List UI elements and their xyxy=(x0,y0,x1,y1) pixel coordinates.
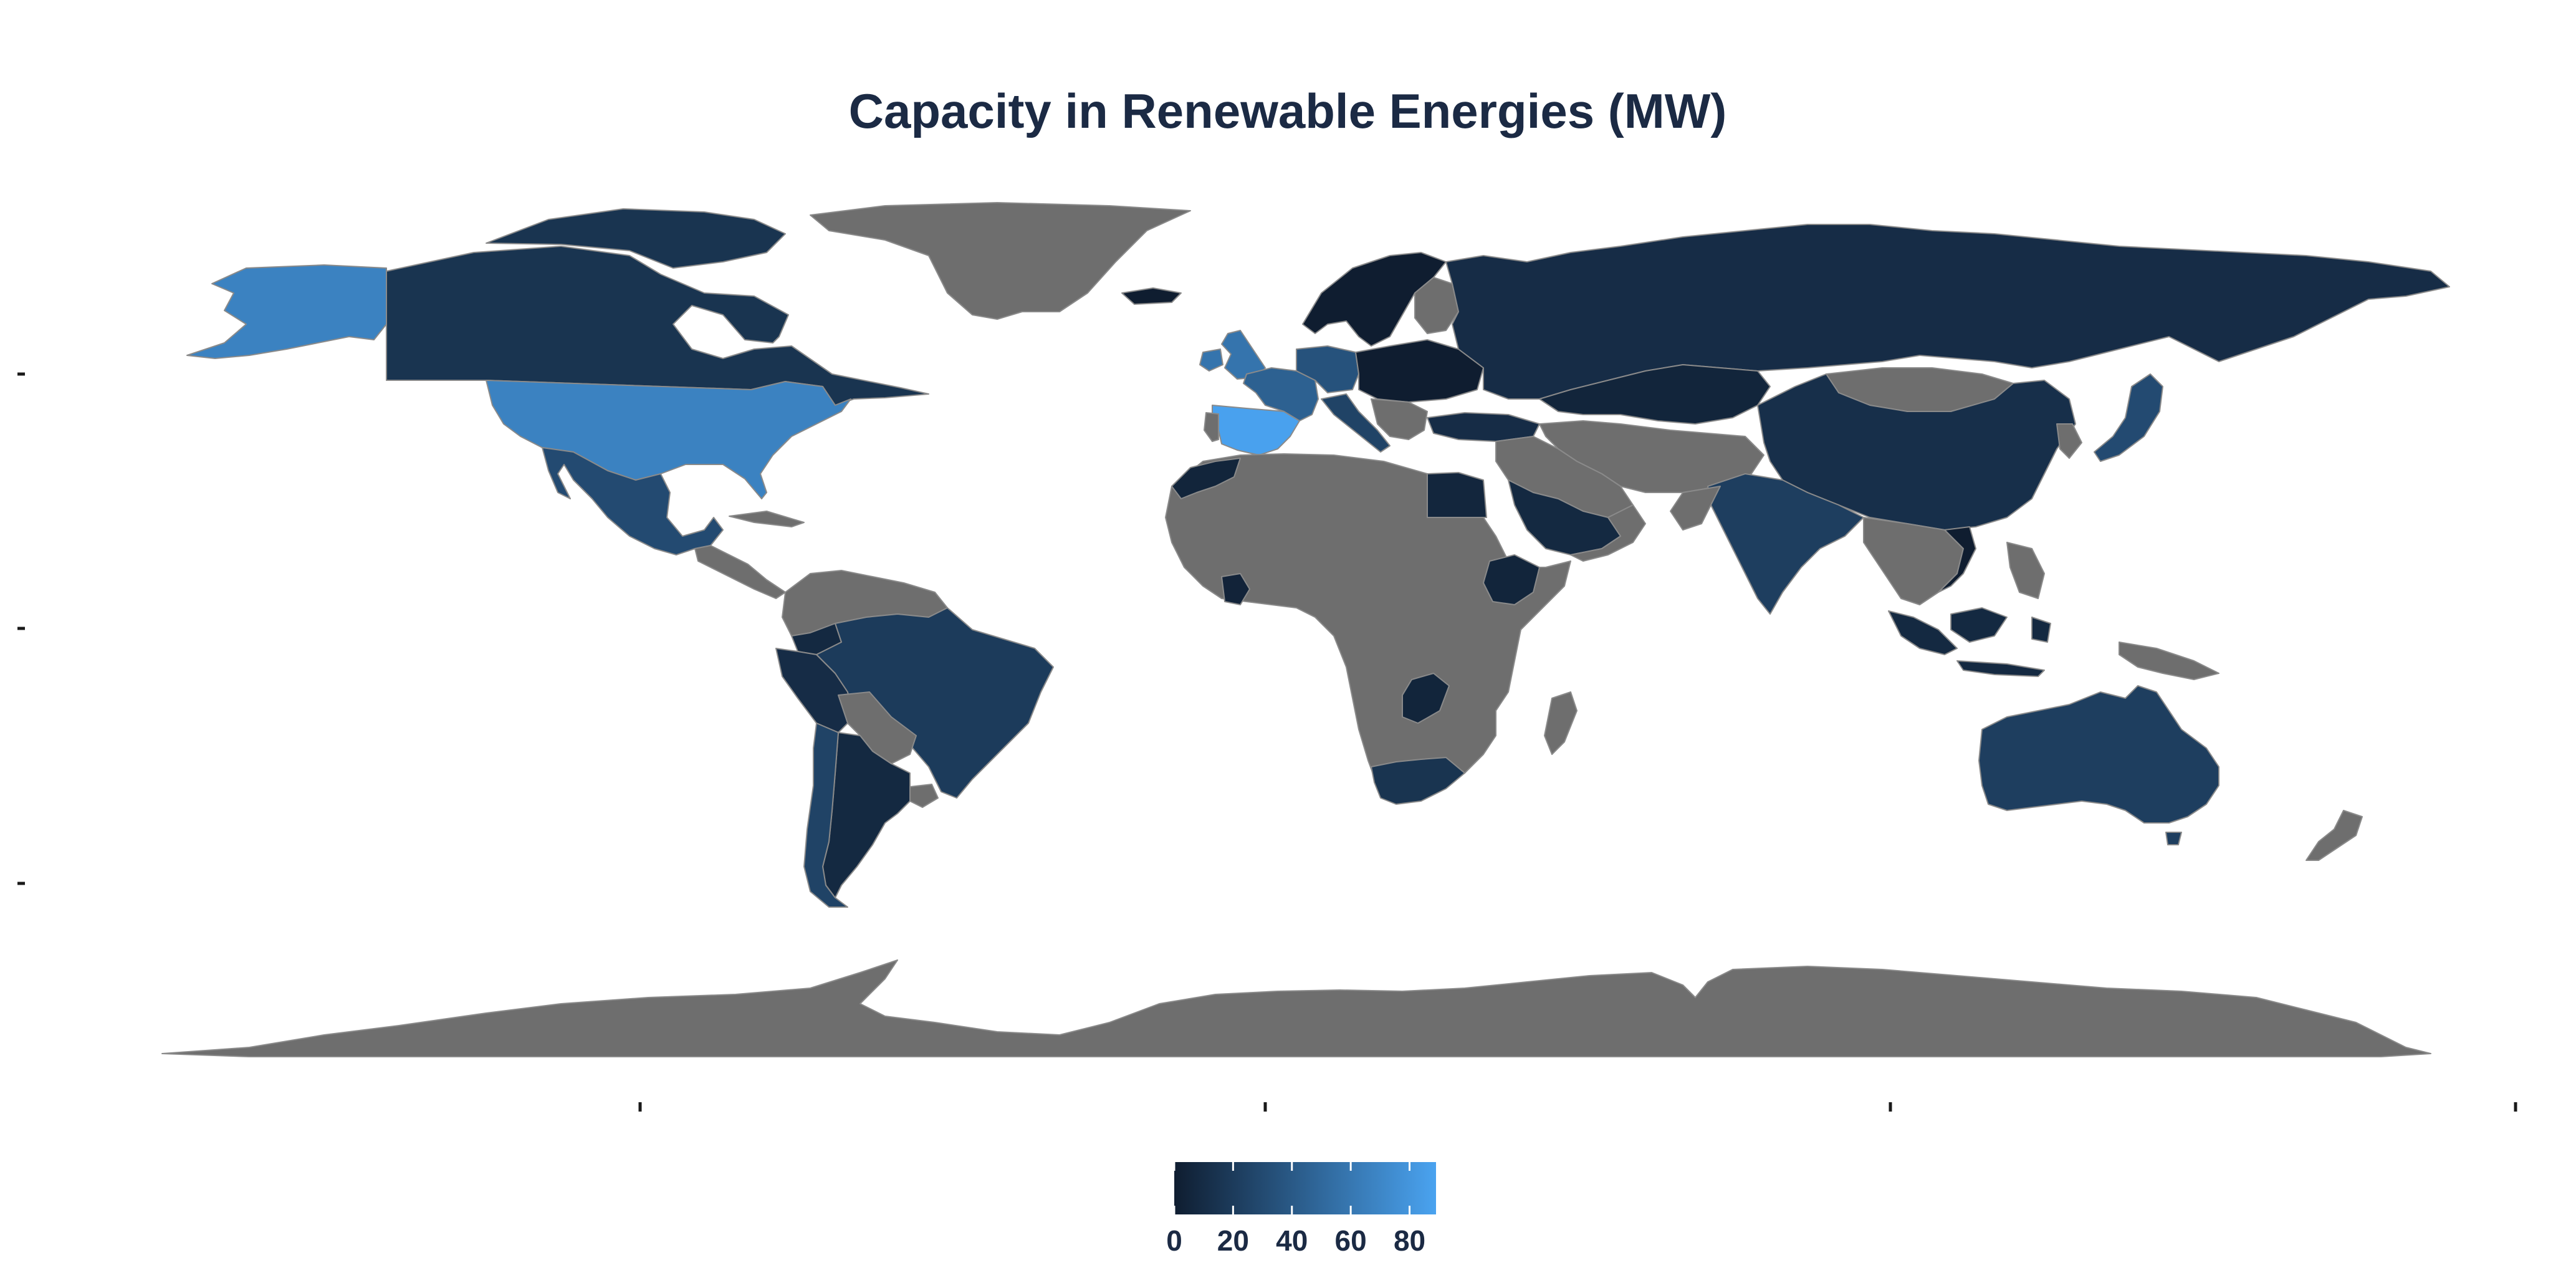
region-central-america[interactable] xyxy=(694,545,786,599)
region-alaska[interactable] xyxy=(186,264,387,359)
region-cuba[interactable] xyxy=(729,511,805,527)
region-australia[interactable] xyxy=(1978,685,2219,824)
region-kazakhstan[interactable] xyxy=(1539,364,1771,425)
region-madagascar[interactable] xyxy=(1544,691,1578,755)
region-eastern-europe[interactable] xyxy=(1355,339,1484,403)
region-bolivia-paraguay[interactable] xyxy=(838,691,917,764)
countries-layer xyxy=(161,202,2450,1057)
region-papua[interactable] xyxy=(2119,642,2219,680)
region-canada[interactable] xyxy=(386,246,929,406)
legend-label: 0 xyxy=(1166,1224,1182,1257)
region-ireland[interactable] xyxy=(1199,348,1223,372)
region-new-zealand[interactable] xyxy=(2305,810,2363,861)
region-japan[interactable] xyxy=(2094,373,2163,462)
region-finland[interactable] xyxy=(1414,277,1459,334)
legend-color-bar xyxy=(1174,1162,1436,1214)
region-chile[interactable] xyxy=(803,723,848,908)
region-pakistan[interactable] xyxy=(1670,486,1721,531)
region-iceland[interactable] xyxy=(1121,287,1182,305)
legend-label: 60 xyxy=(1335,1224,1367,1257)
region-oman-yemen[interactable] xyxy=(1570,504,1646,562)
axis-ticks xyxy=(17,372,2517,1112)
region-turkey[interactable] xyxy=(1427,412,1540,442)
region-zambia[interactable] xyxy=(1402,673,1450,724)
region-scandinavia[interactable] xyxy=(1302,252,1447,347)
region-vietnam[interactable] xyxy=(1938,526,1976,593)
region-canada-arctic[interactable] xyxy=(486,208,786,269)
legend-labels: 0 20 40 60 80 xyxy=(1166,1224,1425,1257)
legend-label: 40 xyxy=(1276,1224,1308,1257)
region-uruguay[interactable] xyxy=(909,784,939,808)
region-india[interactable] xyxy=(1707,473,1864,615)
region-morocco[interactable] xyxy=(1171,458,1241,499)
region-tasmania[interactable] xyxy=(2165,832,2182,845)
legend-ticks xyxy=(1173,1162,1411,1214)
legend-label: 20 xyxy=(1217,1224,1249,1257)
region-italy[interactable] xyxy=(1321,393,1391,453)
region-indonesia[interactable] xyxy=(1888,607,2051,677)
region-usa[interactable] xyxy=(486,380,851,499)
region-ivory-coast[interactable] xyxy=(1221,573,1250,605)
region-germany[interactable] xyxy=(1296,345,1359,393)
region-philippines[interactable] xyxy=(2006,542,2045,599)
region-africa[interactable] xyxy=(1165,453,1571,799)
region-korea[interactable] xyxy=(2056,423,2082,459)
region-ethiopia[interactable] xyxy=(1483,554,1540,605)
color-legend: 0 20 40 60 80 xyxy=(1166,1162,1436,1257)
region-southeast-asia[interactable] xyxy=(1863,517,1964,605)
region-france[interactable] xyxy=(1243,367,1319,421)
region-portugal[interactable] xyxy=(1204,412,1219,442)
region-greenland[interactable] xyxy=(810,202,1191,320)
legend-label: 80 xyxy=(1394,1224,1425,1257)
region-south-africa[interactable] xyxy=(1371,757,1465,805)
region-egypt[interactable] xyxy=(1427,472,1487,518)
map-title: Capacity in Renewable Energies (MW) xyxy=(849,84,1727,138)
region-antarctica[interactable] xyxy=(161,959,2431,1057)
region-balkans[interactable] xyxy=(1371,398,1428,440)
